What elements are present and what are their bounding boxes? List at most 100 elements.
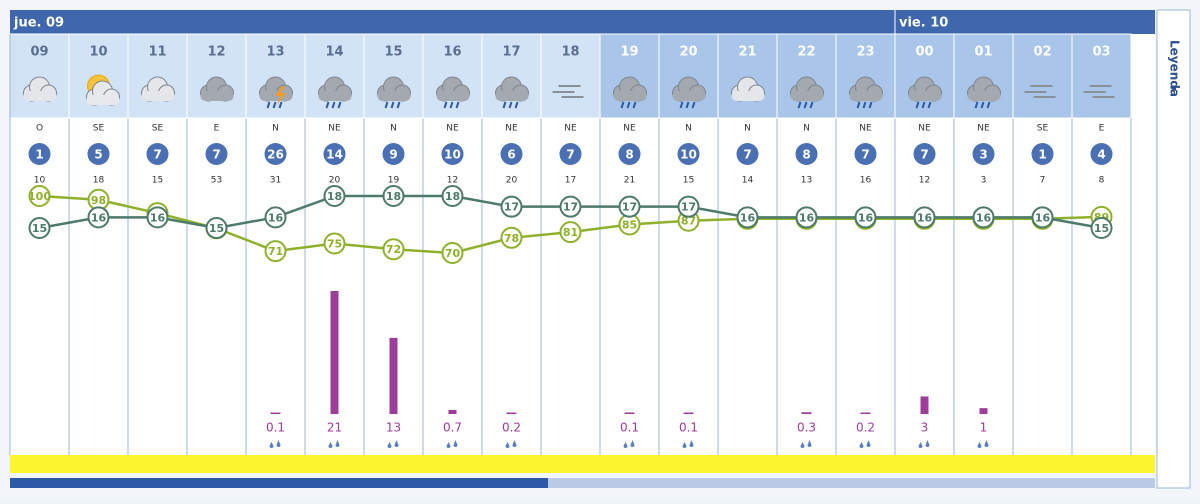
precipitation-label: 0.3 xyxy=(797,421,816,435)
humidity-label: 75 xyxy=(327,238,342,251)
temperature-label: 16 xyxy=(1035,211,1051,224)
precipitation-bar xyxy=(270,412,281,414)
gust: 20 xyxy=(506,176,518,186)
wind-speed: 1 xyxy=(1038,148,1046,162)
wind-badge xyxy=(205,143,228,165)
wind-speed: 26 xyxy=(267,148,284,162)
wind-direction: O xyxy=(36,124,43,134)
humidity-label: 81 xyxy=(563,226,578,239)
drops-icon xyxy=(446,440,458,448)
wind-speed: 9 xyxy=(389,148,397,162)
legend-arrow[interactable] xyxy=(1170,85,1176,91)
temperature-point xyxy=(559,195,582,218)
icon-part xyxy=(731,91,765,101)
wind-speed: 7 xyxy=(566,148,574,162)
precipitation-bar xyxy=(624,412,635,414)
scrollbar-thumb[interactable] xyxy=(10,478,548,488)
hour-label: 03 xyxy=(1092,45,1110,60)
wind-direction: N xyxy=(803,124,810,134)
temperature-point xyxy=(264,206,287,229)
wind-badge xyxy=(736,143,759,165)
hour-cell xyxy=(127,33,188,119)
precipitation-label: 0.7 xyxy=(443,421,462,435)
precipitation-label: 0.1 xyxy=(679,421,698,435)
wind-speed: 8 xyxy=(625,148,633,162)
temperature-point xyxy=(795,206,818,229)
temperature-point xyxy=(736,206,759,229)
icon-part xyxy=(691,101,696,109)
wind-badge xyxy=(913,143,936,165)
gust: 8 xyxy=(1099,176,1105,186)
icon-part xyxy=(790,91,824,101)
wind-speed: 14 xyxy=(326,148,343,162)
hour-label: 23 xyxy=(856,45,874,60)
temperature-label: 16 xyxy=(150,211,166,224)
hour-cell xyxy=(717,33,778,119)
wind-direction: NE xyxy=(977,124,990,134)
temperature-point xyxy=(205,217,228,239)
wind-badge xyxy=(677,143,700,165)
hour-cell xyxy=(1071,33,1132,119)
hour-label: 09 xyxy=(30,45,48,60)
scrollbar-track[interactable] xyxy=(10,478,1155,488)
temperature-label: 15 xyxy=(209,222,224,235)
temperature-point xyxy=(1031,206,1054,229)
weather-icon xyxy=(613,76,647,102)
wind-direction: N xyxy=(685,124,692,134)
icon-part xyxy=(390,101,395,109)
temperature-point xyxy=(913,206,936,229)
icon-part xyxy=(318,91,352,101)
gust: 53 xyxy=(211,176,222,186)
gust: 21 xyxy=(624,176,635,186)
precipitation-label: 1 xyxy=(980,421,988,435)
icon-part xyxy=(620,101,625,109)
gust: 17 xyxy=(565,176,576,186)
wind-direction: NE xyxy=(623,124,636,134)
icon-part xyxy=(921,101,926,109)
icon-part xyxy=(455,101,460,109)
wind-direction: N xyxy=(390,124,397,134)
humidity-point xyxy=(500,226,523,249)
temperature-point xyxy=(972,206,995,229)
gust: 3 xyxy=(981,176,987,186)
wind-speed: 1 xyxy=(35,148,43,162)
humidity-point xyxy=(323,232,346,255)
icon-part xyxy=(803,101,808,109)
temperature-point xyxy=(323,185,346,207)
icon-part xyxy=(809,101,814,109)
weather-icon xyxy=(672,76,706,102)
legend-tab[interactable] xyxy=(1156,9,1191,489)
precipitation-label: 21 xyxy=(327,421,342,435)
weather-icon xyxy=(967,76,1001,102)
wind-speed: 3 xyxy=(979,148,987,162)
icon-part xyxy=(278,101,283,109)
gust: 31 xyxy=(270,176,281,186)
wind-direction: NE xyxy=(564,124,577,134)
icon-part xyxy=(86,95,120,105)
gust: 18 xyxy=(93,176,105,186)
humidity-label: 85 xyxy=(622,219,637,232)
weather-icon xyxy=(200,76,234,102)
wind-speed: 4 xyxy=(1097,148,1105,162)
humidity-label: 71 xyxy=(268,245,283,258)
hour-label: 20 xyxy=(679,45,697,60)
day-label: vie. 10 xyxy=(899,16,948,31)
wind-badge xyxy=(500,143,523,165)
icon-part xyxy=(508,101,513,109)
icon-part xyxy=(927,101,932,109)
precipitation-label: 13 xyxy=(386,421,401,435)
weather-icon xyxy=(436,76,470,102)
temperature-label: 17 xyxy=(563,201,578,214)
temperature-label: 18 xyxy=(386,190,401,203)
temperature-label: 16 xyxy=(917,211,933,224)
gust: 15 xyxy=(683,176,694,186)
wind-speed: 6 xyxy=(507,148,515,162)
hour-cell xyxy=(1012,33,1073,119)
legend-label[interactable]: Leyenda xyxy=(1168,40,1182,97)
gust: 15 xyxy=(152,176,163,186)
temperature-point xyxy=(1090,217,1113,239)
wind-badge xyxy=(618,143,641,165)
precipitation-label: 3 xyxy=(921,421,929,435)
wind-speed: 7 xyxy=(920,148,928,162)
